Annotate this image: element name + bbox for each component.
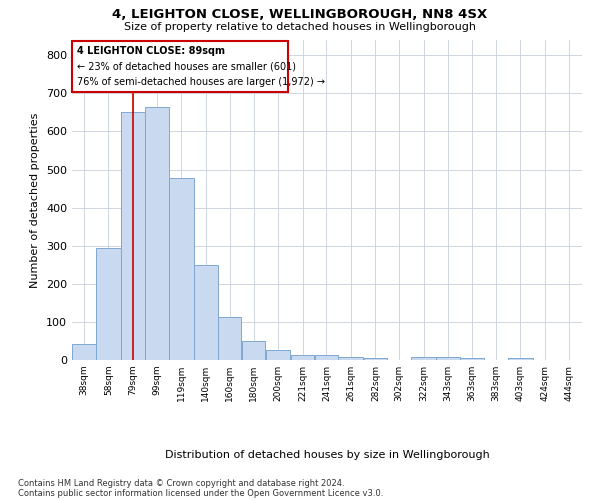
Bar [145,106,169,360]
Bar [290,354,314,360]
Bar [169,178,194,360]
Bar [314,355,338,360]
Y-axis label: Number of detached properties: Number of detached properties [31,112,40,288]
Bar [121,112,145,360]
Bar [364,358,387,360]
Text: Contains public sector information licensed under the Open Government Licence v3: Contains public sector information licen… [18,488,383,498]
Text: ← 23% of detached houses are smaller (601): ← 23% of detached houses are smaller (60… [77,62,296,72]
Bar [194,265,218,360]
Text: 4, LEIGHTON CLOSE, WELLINGBOROUGH, NN8 4SX: 4, LEIGHTON CLOSE, WELLINGBOROUGH, NN8 4… [112,8,488,20]
Text: 4 LEIGHTON CLOSE: 89sqm: 4 LEIGHTON CLOSE: 89sqm [77,46,225,56]
Bar [72,41,288,92]
Bar [338,358,364,360]
Bar [96,248,121,360]
Bar [218,317,241,360]
Bar [460,358,484,360]
X-axis label: Distribution of detached houses by size in Wellingborough: Distribution of detached houses by size … [164,450,490,460]
Bar [508,358,533,360]
Bar [412,357,436,360]
Text: Size of property relative to detached houses in Wellingborough: Size of property relative to detached ho… [124,22,476,32]
Bar [242,341,265,360]
Text: Contains HM Land Registry data © Crown copyright and database right 2024.: Contains HM Land Registry data © Crown c… [18,478,344,488]
Text: 76% of semi-detached houses are larger (1,972) →: 76% of semi-detached houses are larger (… [77,78,325,88]
Bar [266,350,290,360]
Bar [436,357,460,360]
Bar [72,344,96,360]
